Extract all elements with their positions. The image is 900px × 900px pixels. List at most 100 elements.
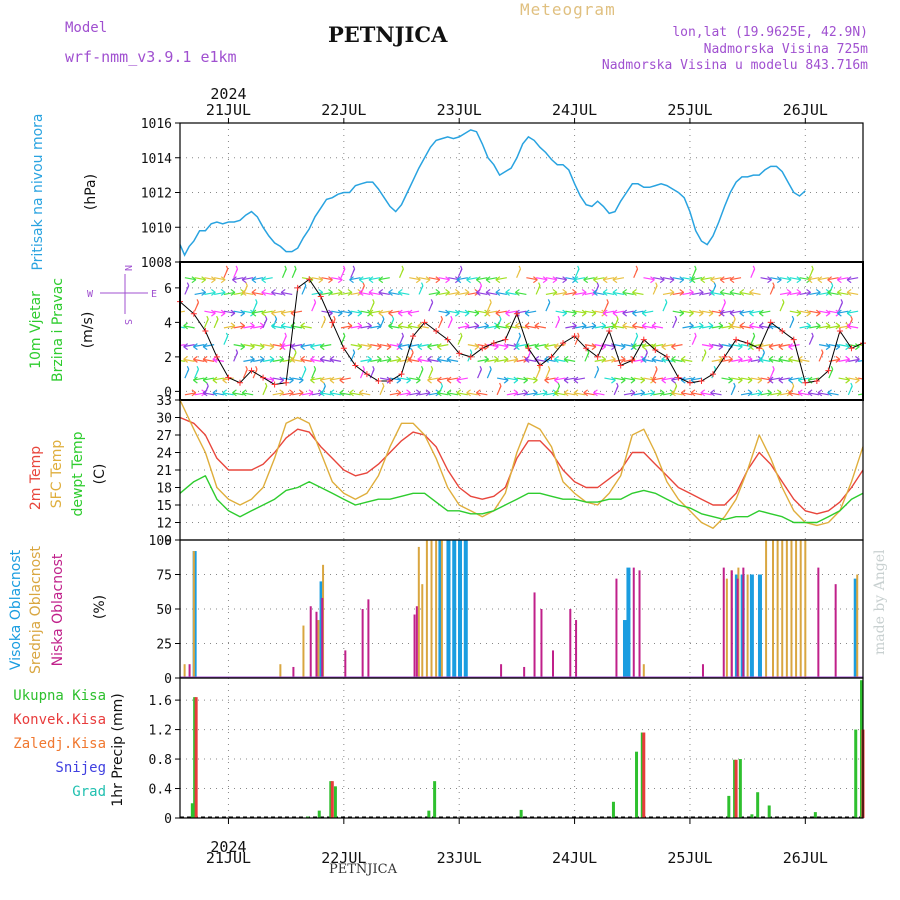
wind-speed-point bbox=[560, 340, 567, 347]
clouds-bar-0-13 bbox=[853, 578, 858, 678]
year-label-top: 2024 bbox=[210, 85, 246, 103]
precip-bar-0-15 bbox=[750, 814, 754, 818]
wind-barbs-group bbox=[180, 265, 863, 397]
clouds-bar-1-11 bbox=[440, 540, 443, 678]
day-label-top-24JUL: 24JUL bbox=[552, 101, 597, 119]
wind-speed-point bbox=[836, 328, 843, 334]
ylabel-dewpt: dewpt Temp bbox=[70, 431, 86, 516]
clouds-bar-2-1 bbox=[292, 666, 295, 678]
precip-bar-0-2 bbox=[306, 816, 310, 818]
wind-speed-point bbox=[606, 328, 613, 334]
clouds-bar-2-8 bbox=[413, 614, 416, 678]
pressure-line bbox=[179, 129, 806, 257]
wind-speed-point bbox=[375, 378, 382, 385]
wind-speed-point bbox=[571, 333, 578, 340]
wind-speed-point bbox=[490, 340, 497, 347]
tick-label-temperature-6: 27 bbox=[156, 429, 172, 444]
clouds-bar-1-25 bbox=[804, 540, 807, 678]
station-title: PETNJICA bbox=[328, 22, 448, 47]
clouds-bar-2-2 bbox=[309, 606, 312, 678]
ylabel-sfctemp: SFC Temp bbox=[49, 440, 65, 509]
precip-bar-0-19 bbox=[854, 729, 858, 818]
wind-speed-point bbox=[721, 353, 728, 360]
altitude-text: Nadmorska Visina 725m bbox=[703, 42, 868, 57]
ylabel-wind-2: Brzina i Pravac bbox=[50, 278, 66, 382]
model-label: Model bbox=[65, 20, 108, 36]
wind-speed-point bbox=[525, 345, 532, 352]
tick-label-clouds-4: 100 bbox=[149, 534, 172, 549]
clouds-bar-1-22 bbox=[790, 540, 793, 678]
day-label-bottom-26JUL: 26JUL bbox=[783, 849, 828, 867]
wind-speed-point bbox=[640, 336, 647, 343]
footer-station: PETNJICA bbox=[329, 862, 397, 877]
precip-bar-0-8 bbox=[519, 809, 523, 818]
wind-speed-point bbox=[617, 362, 624, 369]
clouds-bar-0-5 bbox=[458, 540, 463, 678]
clouds-bar-1-16 bbox=[746, 574, 749, 678]
meteogram-title: Meteogram bbox=[520, 0, 616, 19]
precip-bar-1-2 bbox=[642, 732, 646, 818]
wind-speed-point bbox=[733, 336, 740, 343]
wind-speed-point bbox=[386, 378, 393, 385]
wind-speed-point bbox=[744, 340, 751, 347]
wind-speed-line bbox=[179, 278, 864, 386]
wind-speed-point bbox=[398, 371, 405, 378]
wind-speed-point bbox=[479, 345, 486, 352]
wind-speed-point bbox=[583, 345, 590, 352]
ylabel-cloud-low: Niska Oblacnost bbox=[50, 553, 66, 666]
wind-speed-point bbox=[410, 333, 417, 340]
precip-bar-0-0 bbox=[190, 803, 194, 818]
tick-label-precip-0: 0 bbox=[164, 812, 172, 827]
wind-speed-point bbox=[306, 276, 313, 283]
tick-label-temperature-0: 9 bbox=[164, 534, 172, 549]
tick-label-temperature-8: 33 bbox=[156, 394, 172, 409]
panel-frame-precip bbox=[179, 677, 864, 819]
wind-speed-point bbox=[190, 310, 197, 317]
wind-speed-point bbox=[536, 362, 543, 369]
clouds-bar-1-26 bbox=[856, 574, 859, 678]
clouds-bar-2-3 bbox=[315, 611, 318, 678]
clouds-bar-2-15 bbox=[569, 609, 572, 678]
wind-speed-point bbox=[686, 379, 693, 386]
tick-label-pressure-2: 1012 bbox=[141, 187, 172, 202]
wind-speed-point bbox=[629, 357, 636, 364]
clouds-bar-2-12 bbox=[533, 592, 536, 678]
tick-label-clouds-0: 0 bbox=[164, 672, 172, 687]
clouds-bar-2-4 bbox=[321, 597, 324, 678]
wind-speed-point bbox=[421, 319, 428, 326]
clouds-bar-1-9 bbox=[430, 540, 433, 678]
wind-speed-point bbox=[548, 353, 555, 360]
wind-speed-point bbox=[467, 353, 474, 360]
clouds-bar-2-16 bbox=[575, 620, 578, 678]
clouds-bar-1-18 bbox=[772, 540, 775, 678]
clouds-bar-1-1 bbox=[192, 551, 195, 678]
clouds-bar-2-11 bbox=[523, 666, 526, 678]
precip-bar-0-17 bbox=[767, 805, 771, 818]
clouds-bar-2-10 bbox=[500, 664, 503, 678]
wind-speed-point bbox=[675, 374, 682, 381]
tick-label-clouds-1: 25 bbox=[156, 638, 172, 653]
clouds-bar-2-23 bbox=[736, 578, 739, 678]
tick-label-temperature-1: 12 bbox=[156, 517, 172, 532]
wind-speed-point bbox=[317, 293, 324, 300]
wind-speed-point bbox=[502, 336, 509, 343]
precip-bar-0-9 bbox=[611, 801, 615, 818]
tick-label-wind-3: 6 bbox=[164, 282, 172, 297]
clouds-bar-0-12 bbox=[757, 574, 762, 678]
tick-label-precip-3: 1.2 bbox=[149, 724, 172, 739]
compass-n: N bbox=[122, 265, 133, 271]
clouds-bar-1-23 bbox=[795, 540, 798, 678]
wind-speed-point bbox=[294, 284, 301, 291]
temp-line-2 bbox=[179, 475, 864, 524]
compass-s: S bbox=[122, 319, 133, 325]
wind-speed-point bbox=[213, 353, 220, 360]
clouds-bar-1-13 bbox=[725, 578, 728, 678]
tick-label-wind-2: 4 bbox=[164, 316, 172, 331]
tick-label-clouds-2: 50 bbox=[156, 603, 172, 618]
tick-label-temperature-4: 21 bbox=[156, 464, 172, 479]
day-label-bottom-24JUL: 24JUL bbox=[552, 849, 597, 867]
tick-label-pressure-4: 1016 bbox=[141, 117, 172, 132]
year-label-bottom: 2024 bbox=[210, 838, 246, 856]
clouds-bar-0-11 bbox=[749, 574, 754, 678]
